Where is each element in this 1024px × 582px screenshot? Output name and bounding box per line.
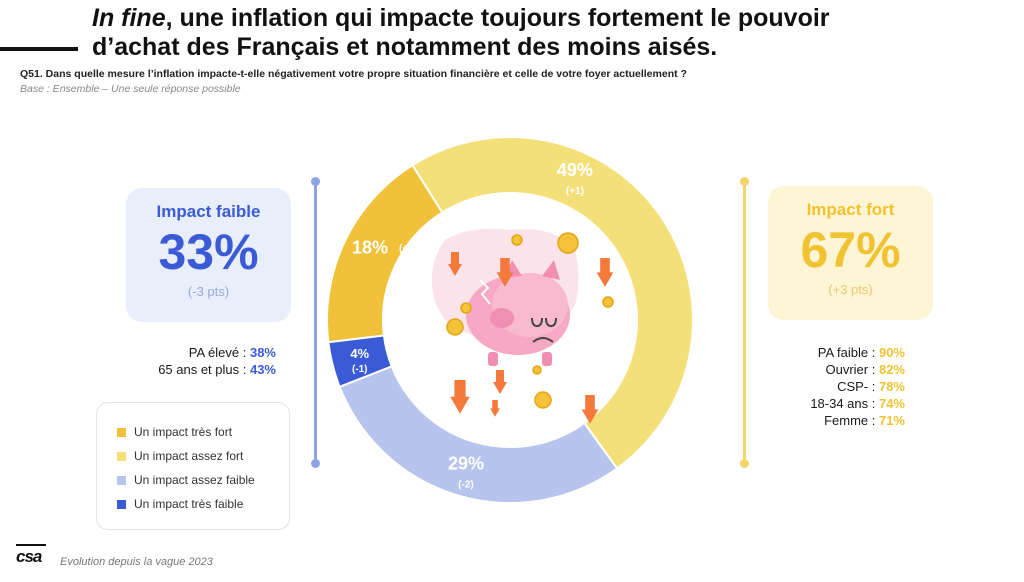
pig-leg-right [542,352,552,366]
subgroup-value: 78% [878,379,905,394]
subgroup-row: PA faible : 90% [775,344,905,361]
legend-swatch [117,500,126,510]
question-text: Q51. Dans quelle mesure l’inflation impa… [20,68,687,80]
subgroup-value: 38% [249,345,276,360]
donut-segment [411,136,694,470]
donut-value-label: 29% [448,454,484,474]
coin-icon [532,365,542,375]
pig-mouth [532,337,554,343]
donut-value-label: 18% [352,238,388,258]
pig-ear-right [542,260,560,280]
donut-chart: 18% (+2) 49% (+1) 29% (-2) 4% (-1) [326,136,694,504]
impact-faible-label: Impact faible [156,202,261,221]
legend-item: Un impact assez faible [117,473,255,487]
subgroup-label: PA faible : [817,345,879,360]
impact-faible-card: Impact faible 33% (-3 pts) [126,188,291,322]
donut-change-label: (+1) [566,186,584,197]
right-line-top-dot [740,177,749,186]
legend-swatch [117,428,126,438]
coin-icon [446,318,464,336]
coin-icon [602,296,614,308]
subgroup-label: PA élevé : [188,345,250,360]
donut-labels: 18% (+2) 49% (+1) 29% (-2) 4% (-1) [350,160,593,491]
chart-legend: Un impact très fort Un impact assez fort… [96,402,290,530]
impact-faible-change: (-3 pts) [187,284,230,299]
pig-crack [479,279,491,305]
arrow-down-icon [496,258,514,287]
arrow-down-icon [493,370,507,394]
right-line-bottom-dot [740,459,749,468]
subgroup-label: Femme : [824,413,879,428]
legend-item: Un impact assez fort [117,449,243,463]
donut-value-label: 49% [557,160,593,180]
donut-change-label: (+2) [399,244,417,255]
subgroup-row: CSP- : 78% [775,378,905,395]
subgroup-label: CSP- : [837,379,879,394]
left-vertical-line [314,182,317,464]
donut-change-label: (-2) [458,480,474,491]
legend-item: Un impact très fort [117,425,232,439]
logo-text: csa [16,547,42,566]
legend-label: Un impact très faible [134,497,244,511]
subgroup-value: 82% [878,362,905,377]
legend-swatch [117,452,126,462]
legend-label: Un impact assez faible [134,473,255,487]
arrow-down-icon [490,400,500,417]
coin-icon [460,302,472,314]
coin-icon [511,234,523,246]
left-line-top-dot [311,177,320,186]
left-line-bottom-dot [311,459,320,468]
arrow-down-icon [448,252,462,276]
impact-faible-value: 33% [158,224,259,280]
subgroup-row: 18-34 ans : 74% [775,395,905,412]
impact-fort-value: 67% [800,222,901,278]
impact-fort-card: Impact fort 67% (+3 pts) [768,186,933,320]
subgroup-label: 65 ans et plus : [158,362,250,377]
coin-icon [534,391,552,409]
legend-swatch [117,476,126,486]
donut-value-label: 4% [350,346,369,361]
pig-eyes [531,317,557,328]
impact-fort-subgroups: PA faible : 90% Ouvrier : 82% CSP- : 78%… [775,344,905,429]
donut-segment [327,334,394,389]
subgroup-row: 65 ans et plus : 43% [140,361,276,378]
impact-fort-change: (+3 pts) [828,282,873,297]
subgroup-label: 18-34 ans : [810,396,879,411]
base-text: Base : Ensemble – Une seule réponse poss… [20,83,241,95]
logo-line [16,544,46,546]
impact-fort-label: Impact fort [806,200,895,219]
footer-note: Evolution depuis la vague 2023 [60,556,213,568]
pig-snout [490,308,514,328]
legend-label: Un impact assez fort [134,449,244,463]
title-accent-bar [0,47,78,51]
coins [446,232,614,409]
subgroup-row: Ouvrier : 82% [775,361,906,378]
subgroup-row: Femme : 71% [775,412,905,429]
pig-leg-left [488,352,498,366]
piggy-bank-illustration [431,228,579,366]
legend-item: Un impact très faible [117,497,243,511]
coin-icon [557,232,579,254]
title-rest: , une inflation qui impacte toujours for… [165,4,830,32]
page-title: In fine, une inflation qui impacte toujo… [92,4,992,62]
arrow-down-icon [596,258,614,287]
subgroup-label: Ouvrier : [825,362,879,377]
right-vertical-line [743,182,746,464]
arrow-down-icon [581,395,599,424]
title-italic: In fine [92,4,166,32]
falling-arrows [448,252,614,424]
title-line-2: d’achat des Français et notamment des mo… [92,33,718,61]
subgroup-value: 43% [249,362,276,377]
subgroup-value: 74% [878,396,905,411]
arrow-down-icon [450,380,470,414]
subgroup-row: PA élevé : 38% [140,344,276,361]
donut-segments [326,136,694,504]
donut-segment [338,365,619,504]
donut-change-label: (-1) [352,364,368,375]
subgroup-value: 90% [878,345,905,360]
impact-faible-subgroups: PA élevé : 38% 65 ans et plus : 43% [140,344,276,378]
subgroup-value: 71% [878,413,905,428]
csa-logo: csa [16,544,46,567]
legend-label: Un impact très fort [134,425,233,439]
